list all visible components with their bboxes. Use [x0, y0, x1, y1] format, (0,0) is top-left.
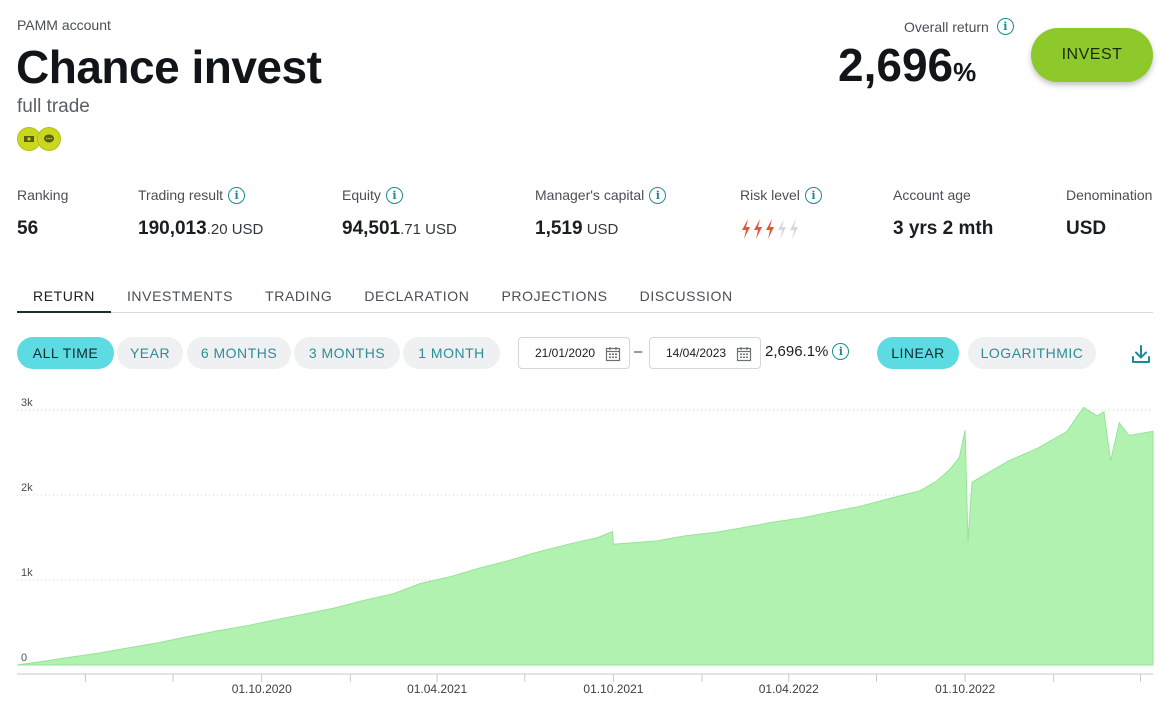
period-6-months[interactable]: 6 MONTHS	[187, 337, 291, 369]
stat-value: 56	[17, 218, 39, 239]
stat-label: Risk level	[740, 187, 800, 203]
overall-return-label-text: Overall return	[904, 18, 989, 35]
date-from-value: 21/01/2020	[535, 346, 596, 360]
date-to-value: 14/04/2023	[666, 346, 727, 360]
info-icon[interactable]: i	[228, 186, 246, 204]
stat-managers-capital: Manager's capital i 1,519 USD	[535, 186, 667, 240]
stat-suffix: .20 USD	[206, 221, 264, 238]
period-3-months[interactable]: 3 MONTHS	[294, 337, 400, 369]
period-all-time[interactable]: ALL TIME	[17, 337, 114, 369]
stat-equity: Equity i 94,501.71 USD	[342, 186, 457, 240]
range-return-value: 2,696.1%	[765, 343, 829, 360]
tab-return[interactable]: RETURN	[17, 282, 111, 313]
lightning-icon	[754, 219, 762, 239]
overall-return-unit: %	[953, 57, 977, 87]
return-chart[interactable]: 0 1k 2k 3k 01.10.2020 01.04.2021 01.10.2021 01.…	[0, 390, 1175, 702]
stat-denomination: Denomination USD	[1066, 186, 1152, 240]
y-tick-label: 0	[21, 652, 27, 664]
stat-suffix: .71 USD	[400, 221, 457, 238]
tab-investments[interactable]: INVESTMENTS	[126, 288, 234, 304]
info-icon[interactable]: i	[832, 343, 850, 360]
x-tick-label: 01.10.2022	[935, 682, 995, 696]
overall-return-value: 2,696%	[838, 38, 976, 92]
tab-projections[interactable]: PROJECTIONS	[501, 288, 608, 304]
stat-label: Manager's capital	[535, 187, 645, 203]
tab-discussion[interactable]: DISCUSSION	[639, 288, 733, 304]
stat-label: Denomination	[1066, 187, 1153, 203]
stat-label: Equity	[342, 187, 381, 203]
x-tick-label: 01.10.2021	[583, 682, 643, 696]
account-name: Chance invest	[16, 41, 322, 93]
calendar-icon[interactable]	[605, 346, 621, 362]
info-icon[interactable]: i	[996, 18, 1014, 35]
stat-label: Trading result	[138, 187, 224, 203]
stat-account-age: Account age 3 yrs 2 mth	[893, 186, 993, 240]
info-icon[interactable]: i	[649, 186, 667, 204]
stat-label: Account age	[893, 187, 971, 203]
tab-trading[interactable]: TRADING	[265, 288, 333, 304]
stat-ranking: Ranking 56	[17, 186, 68, 240]
x-tick-label: 01.04.2022	[759, 682, 819, 696]
stat-value: 190,013	[138, 218, 207, 239]
date-to-field[interactable]: 14/04/2023	[649, 337, 761, 369]
stat-value: 94,501	[342, 218, 401, 239]
stat-trading-result: Trading result i 190,013.20 USD	[138, 186, 263, 240]
y-tick-label: 2k	[21, 482, 33, 494]
account-subtitle: full trade	[17, 96, 90, 117]
overall-return-label: Overall return i	[904, 18, 1014, 35]
period-1-month[interactable]: 1 MONTH	[403, 337, 500, 369]
overall-return-number: 2,696	[838, 39, 954, 91]
x-tick-label: 01.04.2021	[407, 682, 467, 696]
lightning-icon	[778, 219, 786, 239]
lightning-icon	[742, 219, 750, 239]
lightning-icon	[790, 219, 798, 239]
scale-logarithmic[interactable]: LOGARITHMIC	[968, 337, 1096, 369]
lightning-icon	[766, 219, 774, 239]
range-return: 2,696.1% i	[765, 343, 850, 360]
y-tick-label: 3k	[21, 397, 33, 409]
x-tick-label: 01.10.2020	[232, 682, 292, 696]
section-tabs: RETURN INVESTMENTS TRADING DECLARATION P…	[17, 282, 1153, 313]
calendar-icon[interactable]	[736, 346, 752, 362]
info-icon[interactable]: i	[804, 186, 822, 204]
stat-risk-level: Risk level i	[740, 186, 822, 240]
tab-declaration[interactable]: DECLARATION	[364, 288, 470, 304]
risk-level-meter	[740, 218, 822, 240]
stat-label: Ranking	[17, 187, 69, 203]
date-from-field[interactable]: 21/01/2020	[518, 337, 630, 369]
return-area-series	[16, 406, 1154, 666]
period-year[interactable]: YEAR	[117, 337, 183, 369]
stat-value: 1,519	[535, 218, 583, 239]
stat-value: 3 yrs 2 mth	[893, 218, 994, 239]
download-icon[interactable]	[1130, 343, 1152, 365]
stat-suffix: USD	[582, 221, 619, 238]
scale-linear[interactable]: LINEAR	[877, 337, 959, 369]
y-tick-label: 1k	[21, 567, 33, 579]
stat-value: USD	[1066, 218, 1107, 239]
info-icon[interactable]: i	[385, 186, 403, 204]
account-type-label: PAMM account	[17, 17, 111, 33]
account-badges	[17, 127, 61, 151]
date-range-separator: –	[634, 343, 643, 360]
invest-button[interactable]: INVEST	[1031, 28, 1153, 82]
chat-icon[interactable]	[37, 127, 61, 151]
